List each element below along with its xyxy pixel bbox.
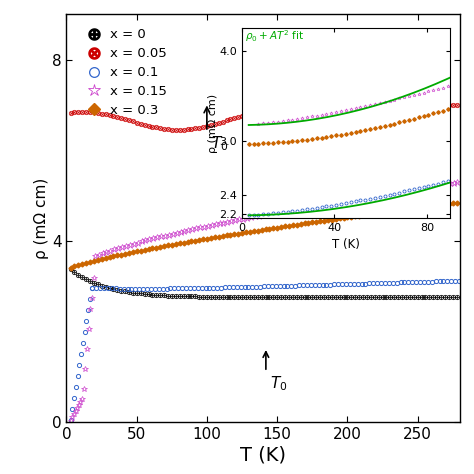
Y-axis label: ρ (mΩ cm): ρ (mΩ cm) xyxy=(34,177,49,259)
Text: $T_0$: $T_0$ xyxy=(211,134,228,153)
X-axis label: T (K): T (K) xyxy=(332,238,360,251)
X-axis label: T (K): T (K) xyxy=(240,446,286,465)
Y-axis label: ρ (mΩ cm): ρ (mΩ cm) xyxy=(208,94,218,153)
Legend: x = 0, x = 0.05, x = 0.1, x = 0.15, x = 0.3: x = 0, x = 0.05, x = 0.1, x = 0.15, x = … xyxy=(81,23,172,122)
Text: $\rho_0 + AT^2$ fit: $\rho_0 + AT^2$ fit xyxy=(245,28,304,44)
Text: $T_0$: $T_0$ xyxy=(270,374,288,393)
